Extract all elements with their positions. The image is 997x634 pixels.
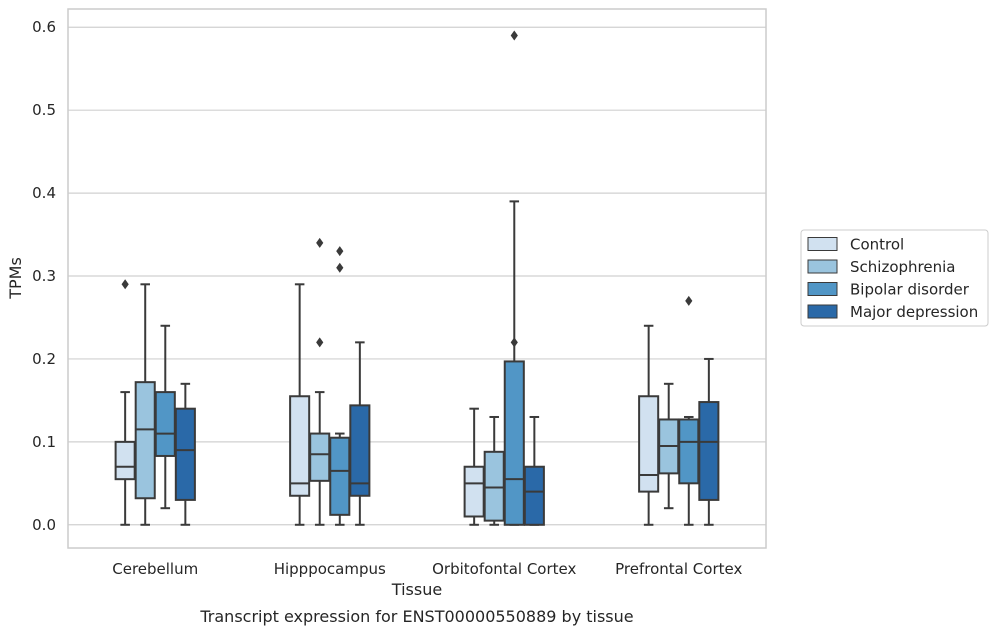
- y-axis-title: TPMs: [6, 257, 25, 300]
- y-tick-label: 0.1: [32, 433, 56, 451]
- box-2-3: [678, 295, 700, 526]
- box-rect: [289, 395, 311, 497]
- legend-swatch: [807, 304, 838, 319]
- chart-caption: Transcript expression for ENST0000055088…: [199, 607, 633, 626]
- legend-swatch: [807, 237, 838, 251]
- box-rect: [523, 465, 545, 526]
- legend-label: Schizophrenia: [850, 258, 955, 276]
- x-tick-label: Cerebellum: [112, 560, 198, 578]
- y-tick-label: 0.6: [32, 18, 56, 36]
- legend-label: Bipolar disorder: [850, 281, 970, 299]
- box-rect: [698, 401, 720, 501]
- y-tick-label: 0.4: [32, 184, 56, 202]
- legend-swatch: [807, 282, 838, 296]
- box-1-2: [483, 415, 505, 526]
- outlier-marker: [510, 337, 518, 348]
- box-0-1: [289, 283, 311, 526]
- box-0-0: [114, 279, 136, 526]
- box-rect: [114, 440, 136, 481]
- y-tick-label: 0.3: [32, 267, 56, 285]
- box-3-2: [523, 415, 545, 526]
- legend: Control Schizophrenia Bipolar disorder Majo…: [800, 229, 989, 327]
- outlier-marker: [510, 30, 518, 41]
- box-rect: [134, 381, 156, 500]
- box-3-0: [174, 382, 196, 526]
- legend-label: Control: [850, 236, 904, 254]
- box-rect: [174, 407, 196, 501]
- box-2-1: [329, 246, 351, 526]
- outlier-marker: [336, 246, 344, 257]
- outlier-marker: [316, 237, 324, 248]
- box-rect: [154, 391, 176, 457]
- box-1-1: [309, 237, 331, 526]
- box-2-0: [154, 324, 176, 510]
- box-1-0: [134, 283, 156, 526]
- outlier-marker: [316, 337, 324, 348]
- box-rect: [309, 432, 331, 482]
- legend-swatch: [807, 259, 838, 274]
- legend-frame: [800, 229, 989, 327]
- box-rect: [463, 465, 485, 518]
- outlier-marker: [685, 295, 693, 306]
- x-tick-label: Hipppocampus: [274, 560, 386, 578]
- box-rect: [349, 404, 371, 497]
- plot-frame: [67, 8, 767, 549]
- outlier-marker: [336, 262, 344, 273]
- x-axis-title: Tissue: [391, 580, 442, 599]
- box-3-3: [698, 357, 720, 526]
- box-rect: [483, 450, 505, 522]
- x-axis-ticks: Cerebellum Hipppocampus Orbitofontal Corte…: [112, 560, 742, 578]
- x-tick-label: Orbitofontal Cortex: [432, 560, 576, 578]
- box-plot-marks: [114, 30, 720, 526]
- box-0-2: [463, 407, 485, 526]
- box-0-3: [638, 324, 660, 526]
- box-3-1: [349, 341, 371, 526]
- legend-label: Major depression: [850, 303, 978, 321]
- box-2-2: [503, 30, 525, 526]
- box-rect: [503, 360, 525, 526]
- y-tick-label: 0.5: [32, 101, 56, 119]
- box-1-3: [658, 382, 680, 510]
- outlier-marker: [121, 279, 129, 290]
- box-rect: [329, 436, 351, 516]
- box-rect: [678, 418, 700, 485]
- y-tick-label: 0.0: [32, 516, 56, 534]
- box-rect: [638, 395, 660, 493]
- y-tick-label: 0.2: [32, 350, 56, 368]
- y-axis-ticks: 0.0 0.1 0.2 0.3 0.4 0.5 0.6: [32, 18, 56, 534]
- x-tick-label: Prefrontal Cortex: [615, 560, 742, 578]
